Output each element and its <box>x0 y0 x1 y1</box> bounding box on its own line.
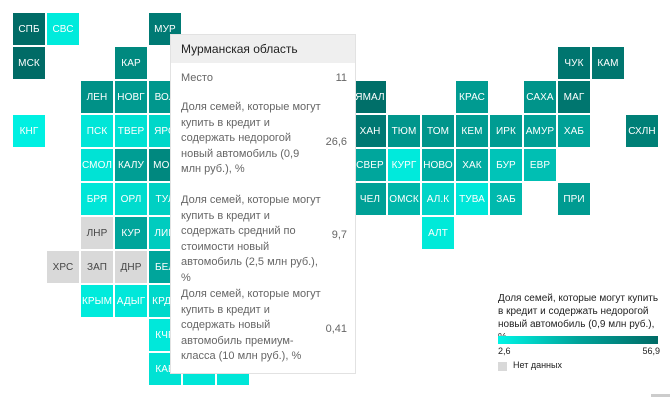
region-tile[interactable]: КУР <box>115 217 147 249</box>
region-tile[interactable]: АЛ.К <box>422 183 454 215</box>
region-tile[interactable]: ИРК <box>490 115 522 147</box>
legend-no-data-swatch <box>498 362 507 371</box>
tooltip-rank-value: 11 <box>335 72 347 84</box>
region-tile[interactable]: КРЫМ <box>81 285 113 317</box>
region-tile[interactable]: КНГ <box>13 115 45 147</box>
tooltip-region-title: Мурманская область <box>171 35 355 63</box>
region-tile[interactable]: ОМСК <box>388 183 420 215</box>
tooltip-mid-car-label: Доля семей, которые могут купить в креди… <box>181 194 321 284</box>
region-tile[interactable]: ТВЕР <box>115 115 147 147</box>
legend-min-label: 2,6 <box>498 346 511 356</box>
region-tile[interactable]: ЗАБ <box>490 183 522 215</box>
region-tile[interactable]: СВС <box>47 13 79 45</box>
region-tile[interactable]: ЧЕЛ <box>354 183 386 215</box>
color-legend: Доля семей, которые могут купить в креди… <box>498 292 663 371</box>
region-tile[interactable]: ХРС <box>47 251 79 283</box>
region-tile[interactable]: КУРГ <box>388 149 420 181</box>
region-tile[interactable]: КРАС <box>456 81 488 113</box>
region-tile[interactable]: ПСК <box>81 115 113 147</box>
region-tile[interactable]: МСК <box>13 47 45 79</box>
region-tile[interactable]: ЧУК <box>558 47 590 79</box>
region-tile[interactable]: СВЕР <box>354 149 386 181</box>
region-tile[interactable]: СПБ <box>13 13 45 45</box>
region-tile[interactable]: АЛТ <box>422 217 454 249</box>
region-tile[interactable]: ПРИ <box>558 183 590 215</box>
tooltip-premium-car-label: Доля семей, которые могут купить в креди… <box>181 288 321 362</box>
region-tile[interactable]: ЗАП <box>81 251 113 283</box>
region-tile[interactable]: КАР <box>115 47 147 79</box>
region-tile[interactable]: АМУР <box>524 115 556 147</box>
region-tile[interactable]: САХА <box>524 81 556 113</box>
region-tile[interactable]: АДЫГ <box>115 285 147 317</box>
region-tile[interactable]: ЛНР <box>81 217 113 249</box>
region-tile[interactable]: ЛЕН <box>81 81 113 113</box>
region-tile[interactable]: НОВО <box>422 149 454 181</box>
region-tile[interactable]: БРЯ <box>81 183 113 215</box>
region-tile[interactable]: ТОМ <box>422 115 454 147</box>
region-tile[interactable]: КАЛУ <box>115 149 147 181</box>
region-tile[interactable]: ТЮМ <box>388 115 420 147</box>
region-tile[interactable]: ЯМАЛ <box>354 81 386 113</box>
tooltip-premium-car-value: 0,41 <box>325 323 347 335</box>
region-tile[interactable]: НОВГ <box>115 81 147 113</box>
region-tile[interactable]: БУР <box>490 149 522 181</box>
horizontal-scrollbar[interactable] <box>651 394 670 397</box>
region-tile[interactable]: КАМ <box>592 47 624 79</box>
region-tile[interactable]: СМОЛ <box>81 149 113 181</box>
region-tile[interactable]: ХАН <box>354 115 386 147</box>
region-tile[interactable]: ХАК <box>456 149 488 181</box>
region-tooltip: Мурманская область Место 11 Доля семей, … <box>170 34 356 374</box>
tooltip-mid-car-value: 9,7 <box>331 229 347 241</box>
region-tile[interactable]: ЕВР <box>524 149 556 181</box>
region-tile[interactable]: КЕМ <box>456 115 488 147</box>
region-tile[interactable]: ОРЛ <box>115 183 147 215</box>
region-tile[interactable]: ХАБ <box>558 115 590 147</box>
region-tile[interactable]: ДНР <box>115 251 147 283</box>
region-tile[interactable]: МАГ <box>558 81 590 113</box>
tooltip-cheap-car-value: 26,6 <box>325 136 347 148</box>
tooltip-rank-label: Место <box>181 72 213 84</box>
region-tile[interactable]: СХЛН <box>626 115 658 147</box>
legend-max-label: 56,9 <box>642 346 660 356</box>
tooltip-cheap-car-label: Доля семей, которые могут купить в креди… <box>181 101 321 175</box>
legend-no-data-label: Нет данных <box>513 360 562 370</box>
region-tile[interactable]: ТУВА <box>456 183 488 215</box>
legend-gradient-bar <box>498 336 658 344</box>
